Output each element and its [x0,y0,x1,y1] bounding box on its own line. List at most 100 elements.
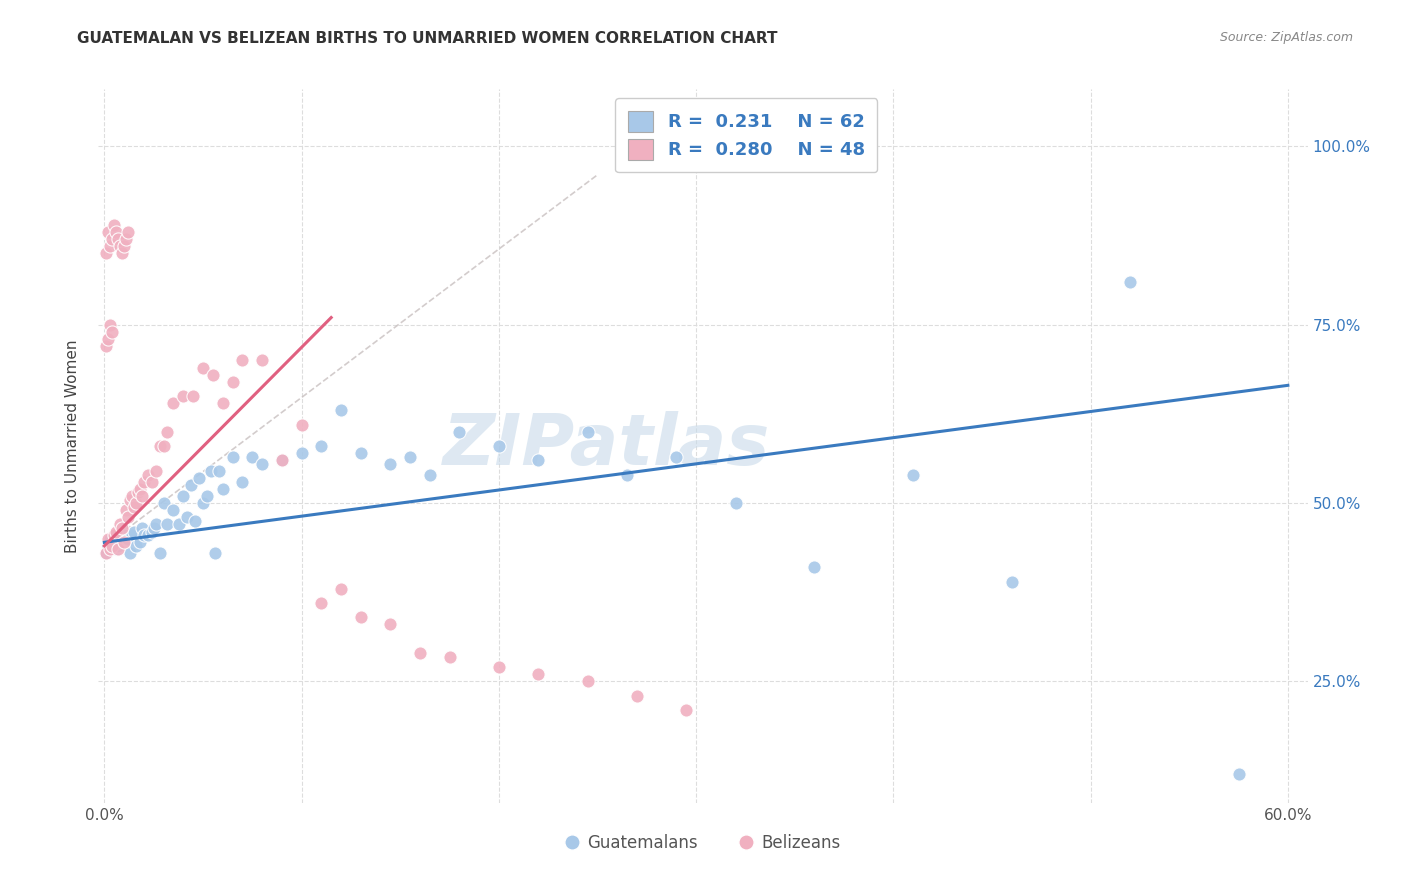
Point [103,528,125,542]
Point [250,457,273,471]
Point [131,489,153,503]
Point [901,467,924,482]
Point [191,360,214,375]
Point [132,528,155,542]
Point [527,453,550,467]
Point [188,471,211,485]
Point [419,467,441,482]
Point [117,225,139,239]
Point [527,667,550,681]
Point [127,485,149,500]
Point [96,546,118,560]
Point [311,596,333,610]
Point [449,425,471,439]
Point [231,353,253,368]
Point [115,503,138,517]
Point [380,617,402,632]
Point [221,450,243,464]
Point [131,521,153,535]
Point [96,246,118,260]
Point [380,457,402,471]
Point [141,475,163,489]
Point [118,492,141,507]
Point [97,539,120,553]
Point [112,535,135,549]
Point [270,453,292,467]
Point [221,375,243,389]
Text: GUATEMALAN VS BELIZEAN BIRTHS TO UNMARRIED WOMEN CORRELATION CHART: GUATEMALAN VS BELIZEAN BIRTHS TO UNMARRI… [77,31,778,46]
Point [118,546,141,560]
Point [439,649,461,664]
Point [105,225,128,239]
Point [291,446,314,460]
Point [125,539,148,553]
Point [180,478,202,492]
Point [108,535,131,549]
Point [112,239,135,253]
Point [111,521,134,535]
Point [156,425,179,439]
Point [122,524,145,539]
Point [107,542,129,557]
Point [211,482,233,496]
Point [111,246,134,260]
Point [172,389,194,403]
Point [399,450,422,464]
Point [330,582,353,596]
Point [111,532,134,546]
Point [1227,767,1250,781]
Point [191,496,214,510]
Point [107,539,129,553]
Point [1119,275,1142,289]
Point [98,318,121,332]
Point [665,450,688,464]
Point [616,467,638,482]
Point [103,218,125,232]
Point [115,232,138,246]
Point [128,535,150,549]
Point [101,539,124,553]
Point [181,389,204,403]
Point [145,517,167,532]
Point [409,646,432,660]
Point [105,524,128,539]
Point [148,439,170,453]
Point [136,467,159,482]
Point [152,439,174,453]
Point [576,674,599,689]
Text: Source: ZipAtlas.com: Source: ZipAtlas.com [1219,31,1353,45]
Point [488,439,510,453]
Point [121,528,143,542]
Point [121,489,143,503]
Text: ZIPatlas: ZIPatlas [443,411,770,481]
Point [152,496,174,510]
Point [231,475,253,489]
Point [132,475,155,489]
Point [108,239,131,253]
Point [101,542,124,557]
Point [576,425,599,439]
Point [724,496,747,510]
Point [98,239,121,253]
Point [270,453,292,467]
Point [803,560,825,574]
Point [311,439,333,453]
Point [98,532,121,546]
Point [204,546,226,560]
Point [291,417,314,432]
Point [195,489,218,503]
Point [211,396,233,410]
Point [675,703,697,717]
Point [96,546,118,560]
Point [96,339,118,353]
Point [97,225,120,239]
Point [148,546,170,560]
Point [184,514,207,528]
Point [240,450,263,464]
Point [200,464,222,478]
Point [125,496,148,510]
Point [208,464,231,478]
Point [350,446,373,460]
Point [101,232,124,246]
Point [112,528,135,542]
